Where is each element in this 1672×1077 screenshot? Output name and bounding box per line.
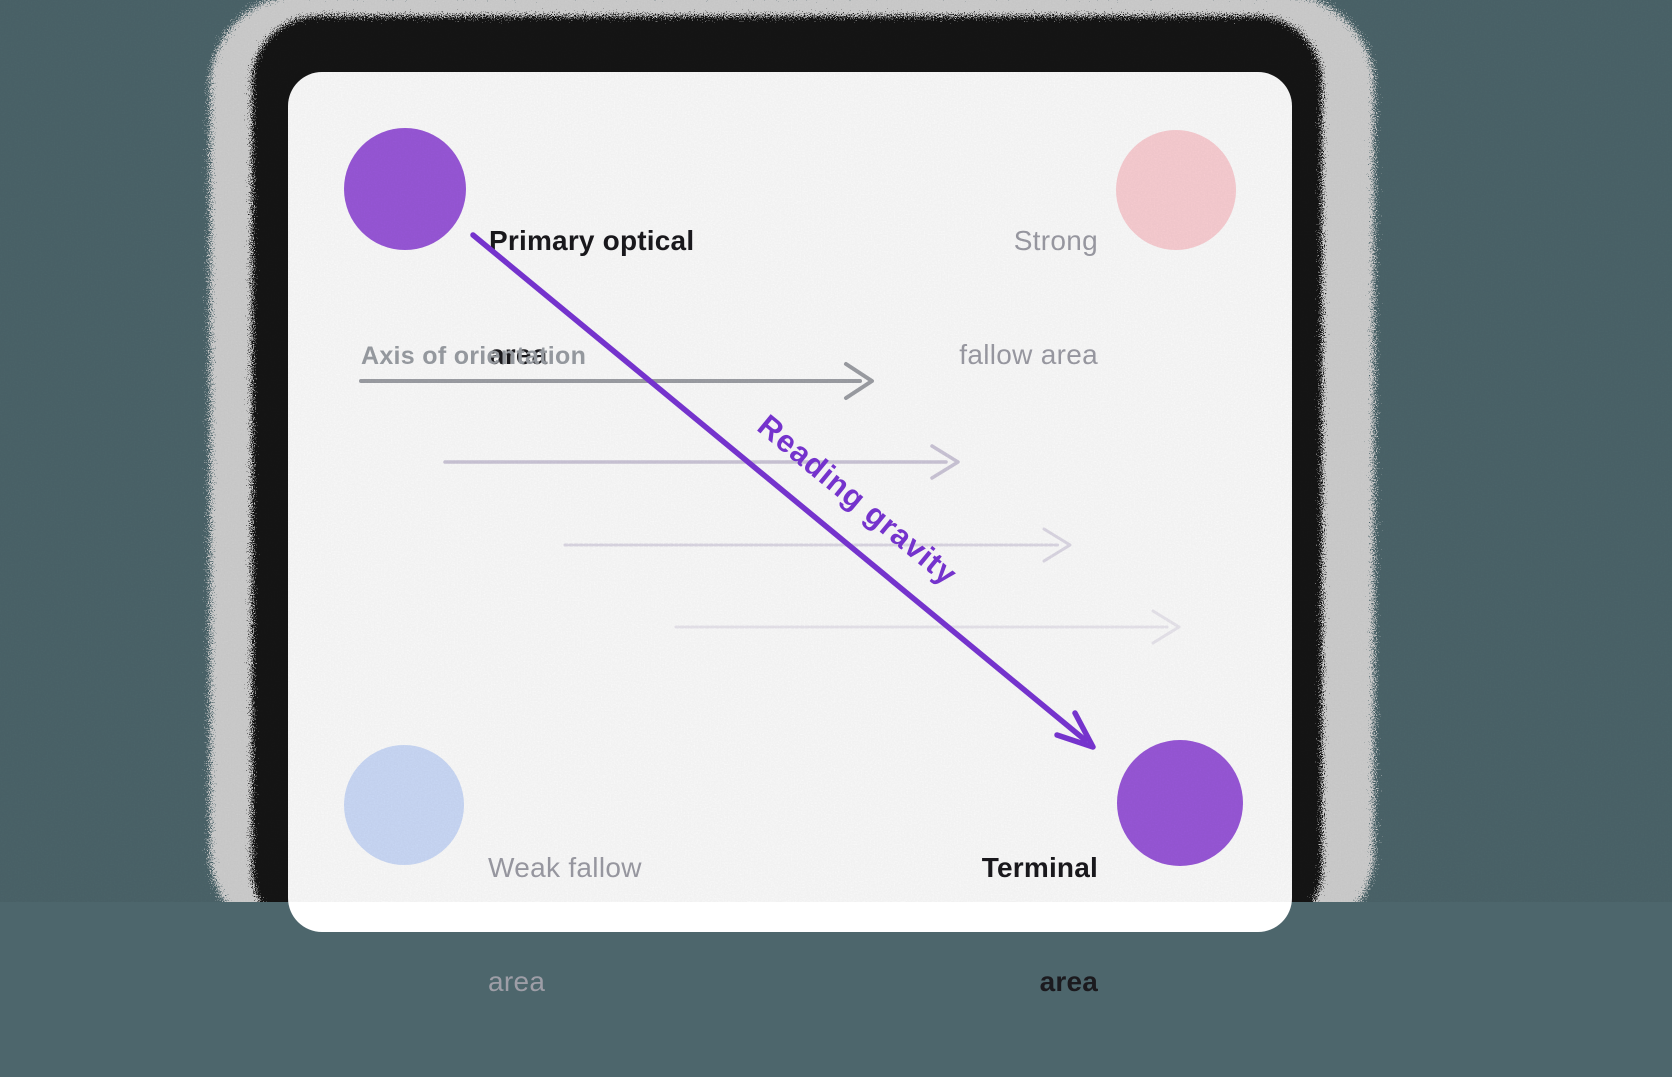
weak-fallow-area-circle bbox=[344, 745, 464, 865]
label-line: area bbox=[1039, 966, 1098, 997]
label-line: Primary optical bbox=[489, 225, 695, 256]
label-line: Terminal bbox=[981, 852, 1098, 883]
label-line: fallow area bbox=[959, 339, 1098, 370]
axis-arrow-4-icon bbox=[674, 609, 1181, 645]
label-line: Weak fallow bbox=[488, 852, 642, 883]
axis-arrow-2-icon bbox=[443, 444, 960, 480]
label-line: Strong bbox=[1013, 225, 1098, 256]
strong-fallow-area-label: Strong fallow area bbox=[959, 146, 1098, 450]
page: { "window": {"width": 1672, "height": 90… bbox=[0, 0, 1672, 997]
axis-of-orientation-label: Axis of orientation bbox=[361, 342, 587, 370]
weak-fallow-area-label: Weak fallow area bbox=[488, 773, 642, 1077]
diagram-card: Primary optical area Strong fallow area … bbox=[288, 72, 1292, 997]
reading-gravity-label: Reading gravity bbox=[751, 408, 964, 592]
label-line: area bbox=[488, 966, 546, 997]
axis-arrow-3-icon bbox=[563, 527, 1072, 563]
terminal-area-circle bbox=[1117, 740, 1243, 866]
primary-optical-area-circle bbox=[344, 128, 466, 250]
terminal-area-label: Terminal area bbox=[982, 773, 1098, 1077]
strong-fallow-area-circle bbox=[1116, 130, 1236, 250]
primary-optical-area-label: Primary optical area bbox=[489, 146, 694, 450]
